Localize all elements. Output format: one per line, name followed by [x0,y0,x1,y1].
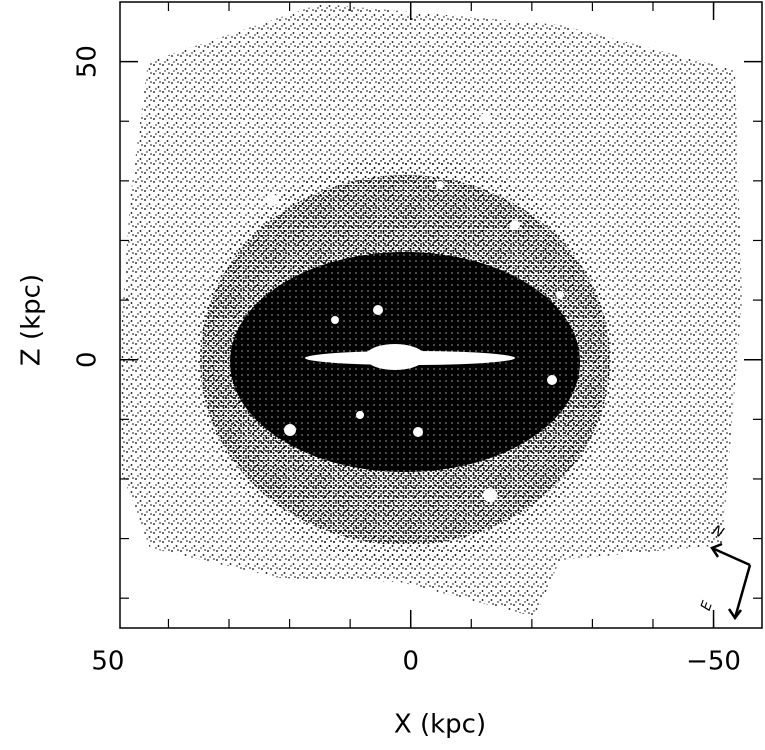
x-axis-label: X (kpc) [394,710,486,740]
y-tick-label: 0 [73,351,103,368]
compass-arrowhead [710,542,723,558]
x-tick-label: 0 [402,647,419,677]
masked-sources [266,113,564,502]
y-tick-label: 50 [73,45,103,78]
star-field [120,4,742,617]
x-tick-label: 50 [91,647,124,677]
compass-arrow [733,564,752,619]
masked-bulge [365,344,425,370]
compass-arrowhead [727,608,742,621]
x-tick-label: −50 [686,647,741,677]
compass [710,542,752,621]
plot-frame [119,1,763,629]
y-axis-label: Z (kpc) [17,274,47,366]
compass-arrow [711,546,751,567]
